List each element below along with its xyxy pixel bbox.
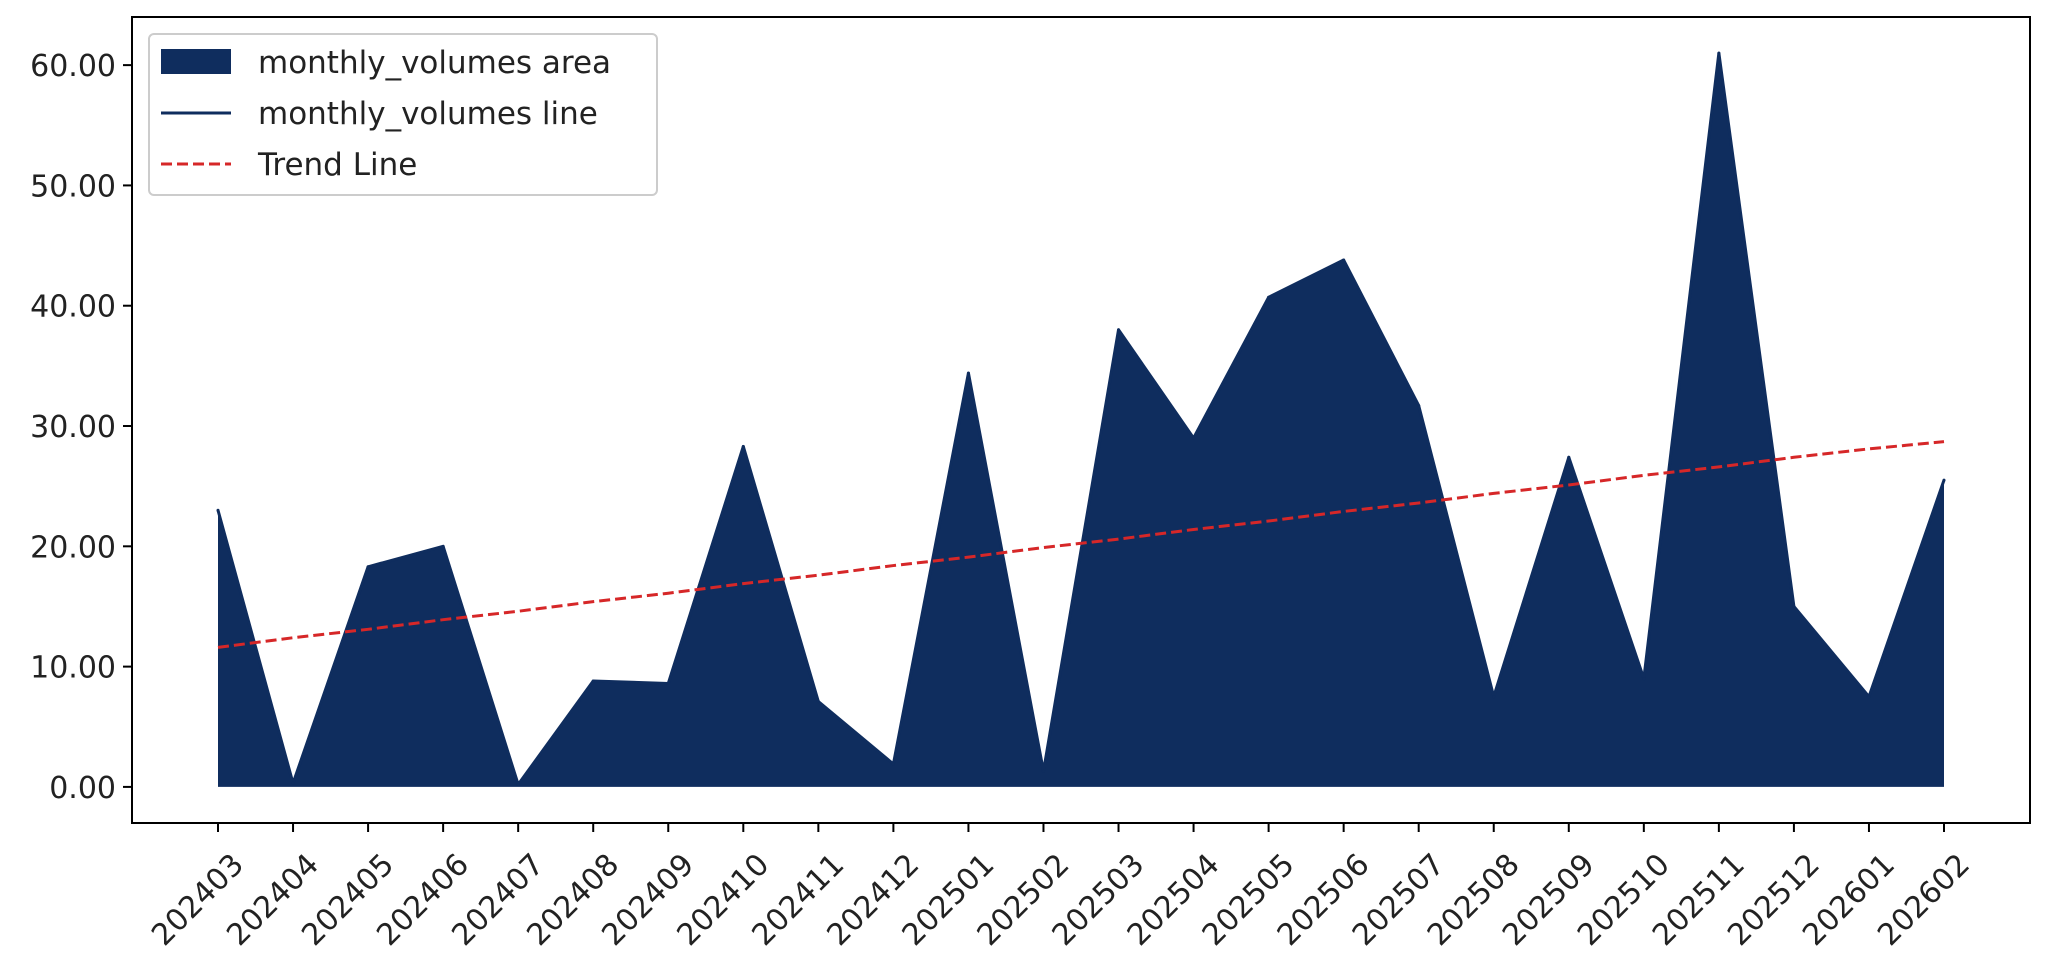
data-point-202506 [1342,258,1346,262]
data-point-202511 [1717,51,1721,55]
data-point-202501 [966,371,970,375]
data-point-202602 [1942,478,1946,482]
x-axis: 2024032024042024052024062024072024082024… [145,823,1977,953]
data-point-202504 [1192,436,1196,440]
data-point-202502 [1041,769,1045,773]
y-tick-label: 40.00 [30,290,116,325]
data-point-202412 [891,762,895,766]
data-point-202505 [1267,295,1271,299]
data-point-202405 [366,565,370,569]
data-point-202601 [1867,695,1871,699]
data-point-202408 [591,679,595,683]
data-point-202410 [741,444,745,448]
trend-line [217,440,1945,649]
y-tick-label: 60.00 [30,49,116,84]
data-point-202406 [441,544,445,548]
legend-label-area: monthly_volumes area [258,45,611,81]
data-point-202403 [216,508,220,512]
y-axis: 0.00 10.00 20.00 30.00 40.00 50.00 60.00 [30,49,132,806]
data-point-202508 [1492,695,1496,699]
legend-label-line: monthly_volumes line [258,96,598,132]
data-point-202404 [291,781,295,785]
legend-frame [148,33,658,196]
data-point-202507 [1417,404,1421,408]
series-area [218,53,1944,787]
plot-frame [131,16,2031,824]
data-point-202407 [516,783,520,787]
legend: monthly_volumes area monthly_volumes lin… [148,33,658,196]
plot-layer [216,51,1946,787]
y-tick-label: 50.00 [30,169,116,204]
data-point-202510 [1642,677,1646,681]
y-tick-label: 10.00 [30,651,116,686]
data-point-202411 [816,699,820,703]
data-point-202509 [1567,455,1571,459]
legend-label-trend: Trend Line [257,147,417,183]
y-tick-label: 0.00 [49,771,116,806]
data-point-202409 [666,681,670,685]
legend-swatch-area [161,49,231,74]
y-tick-label: 20.00 [30,530,116,565]
series-line [216,51,1946,787]
y-tick-label: 30.00 [30,410,116,445]
data-point-202512 [1792,604,1796,608]
data-point-202503 [1117,328,1121,332]
